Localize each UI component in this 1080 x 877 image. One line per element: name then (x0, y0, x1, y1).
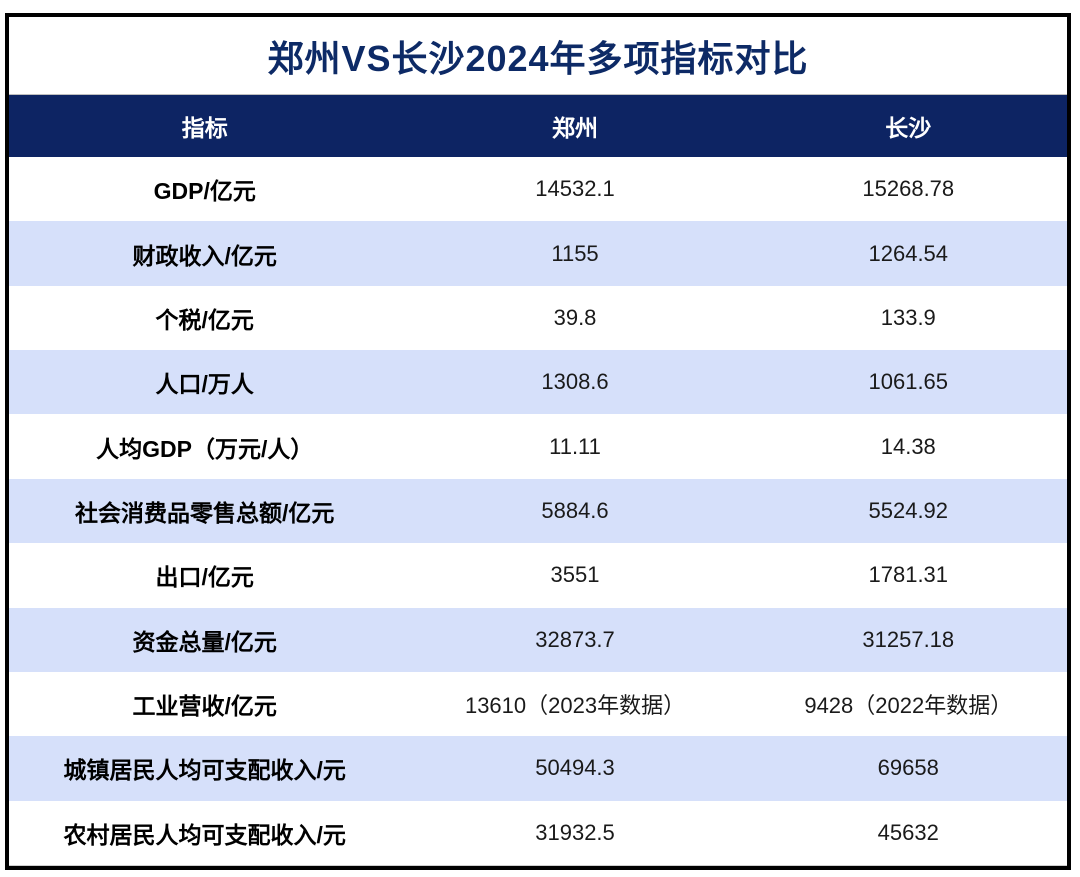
zhengzhou-value-cell: 13610（2023年数据） (464, 693, 686, 719)
table-row: 个税/亿元 39.8 133.9 (9, 285, 1067, 351)
zhengzhou-value-cell: 1308.6 (541, 369, 609, 395)
indicator-cell: 工业营收/亿元 (132, 693, 277, 720)
changsha-value-cell: 14.38 (880, 433, 936, 459)
table-header-row: 指标 郑州 长沙 (9, 95, 1067, 157)
changsha-value-cell: 45632 (877, 819, 939, 845)
indicator-cell: 农村居民人均可支配收入/元 (63, 821, 346, 848)
indicator-cell: 城镇居民人均可支配收入/元 (63, 757, 346, 784)
title-bar: 郑州VS长沙2024年多项指标对比 (9, 17, 1067, 95)
changsha-value-cell: 31257.18 (862, 626, 955, 652)
zhengzhou-value-cell: 50494.3 (535, 755, 615, 781)
zhengzhou-value-cell: 32873.7 (535, 626, 615, 652)
zhengzhou-value-cell: 5884.6 (541, 497, 609, 523)
indicator-cell: 出口/亿元 (155, 564, 254, 591)
indicator-cell: GDP/亿元 (153, 178, 256, 205)
changsha-value-cell: 1781.31 (868, 562, 949, 588)
table-body: GDP/亿元 14532.1 15268.78 财政收入/亿元 1155 126… (9, 157, 1067, 866)
table-row: 工业营收/亿元 13610（2023年数据） 9428（2022年数据） (9, 671, 1067, 737)
table-row: 农村居民人均可支配收入/元 31932.5 45632 (9, 800, 1067, 865)
table-row: 人口/万人 1308.6 1061.65 (9, 350, 1067, 415)
indicator-cell: 个税/亿元 (155, 306, 254, 333)
indicator-cell: 财政收入/亿元 (132, 242, 277, 269)
page-title: 郑州VS长沙2024年多项指标对比 (267, 37, 809, 79)
header-cell-changsha: 长沙 (885, 115, 932, 141)
changsha-value-cell: 15268.78 (862, 176, 955, 202)
changsha-value-cell: 69658 (877, 755, 939, 781)
table-row: 城镇居民人均可支配收入/元 50494.3 69658 (9, 736, 1067, 801)
zhengzhou-value-cell: 14532.1 (535, 176, 615, 202)
indicator-cell: 社会消费品零售总额/亿元 (75, 499, 335, 526)
header-cell-indicator: 指标 (181, 115, 228, 141)
table-row: GDP/亿元 14532.1 15268.78 (9, 157, 1067, 222)
comparison-table: 郑州VS长沙2024年多项指标对比 指标 郑州 长沙 GDP/亿元 14532.… (5, 13, 1071, 870)
zhengzhou-value-cell: 3551 (550, 562, 600, 588)
indicator-cell: 资金总量/亿元 (132, 628, 277, 655)
zhengzhou-value-cell: 39.8 (553, 304, 597, 330)
zhengzhou-value-cell: 31932.5 (535, 819, 615, 845)
table-row: 资金总量/亿元 32873.7 31257.18 (9, 607, 1067, 672)
table-row: 人均GDP（万元/人） 11.11 14.38 (9, 414, 1067, 479)
zhengzhou-value-cell: 11.11 (549, 433, 601, 459)
changsha-value-cell: 5524.92 (868, 497, 949, 523)
zhengzhou-value-cell: 1155 (551, 240, 599, 266)
table-row: 社会消费品零售总额/亿元 5884.6 5524.92 (9, 478, 1067, 544)
indicator-cell: 人均GDP（万元/人） (96, 435, 314, 462)
indicator-cell: 人口/万人 (155, 371, 254, 398)
changsha-value-cell: 9428（2022年数据） (804, 693, 1013, 719)
table-row: 财政收入/亿元 1155 1264.54 (9, 221, 1067, 286)
header-cell-zhengzhou: 郑州 (552, 115, 599, 141)
table-row: 出口/亿元 3551 1781.31 (9, 543, 1067, 608)
changsha-value-cell: 1264.54 (868, 240, 949, 266)
changsha-value-cell: 1061.65 (868, 369, 949, 395)
changsha-value-cell: 133.9 (880, 304, 936, 330)
